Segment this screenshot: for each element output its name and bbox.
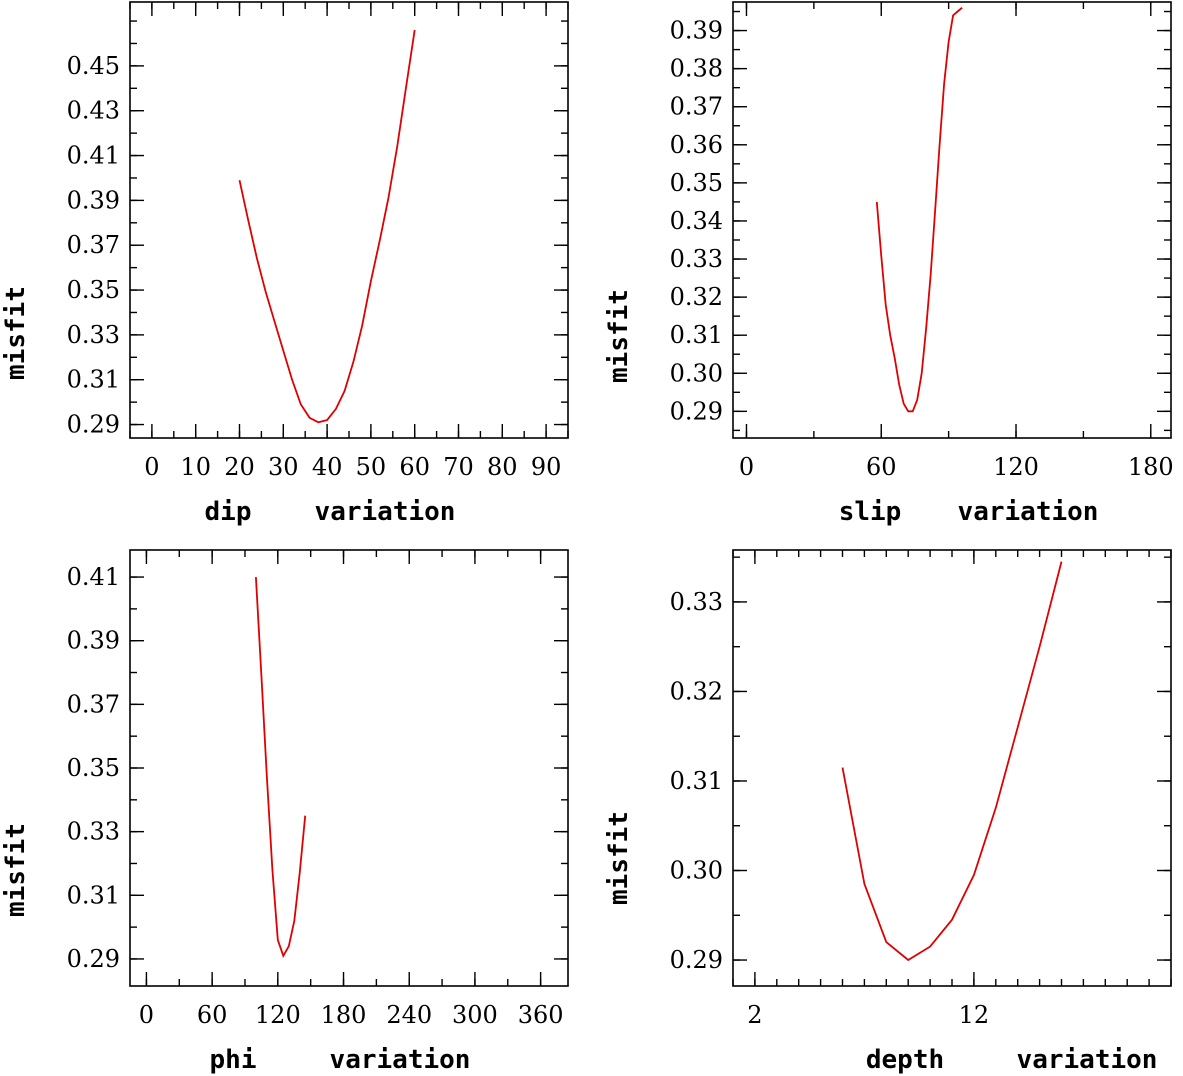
dip-y-tick-label: 0.41: [67, 142, 120, 170]
slip-y-tick-label: 0.38: [670, 55, 723, 83]
phi-y-tick-label: 0.33: [67, 818, 120, 846]
phi-x-tick-label: 180: [321, 1001, 367, 1029]
dip-y-tick-label: 0.45: [67, 52, 120, 80]
dip-x-tick-label: 0: [144, 453, 159, 481]
slip-plot-frame: [732, 1, 1172, 439]
slip-y-tick-label: 0.33: [670, 245, 723, 273]
slip-y-tick-label: 0.29: [670, 397, 723, 425]
slip-y-tick-label: 0.36: [670, 131, 723, 159]
depth-y-tick-label: 0.29: [670, 946, 723, 974]
dip-x-tick-label: 50: [356, 453, 387, 481]
slip-y-tick-label: 0.37: [670, 93, 723, 121]
dip-x-axis-label-word: variation: [315, 497, 456, 527]
slip-y-tick-label: 0.30: [670, 359, 723, 387]
phi-y-axis-label: misfit: [1, 823, 31, 917]
dip-x-tick-label: 30: [268, 453, 299, 481]
slip-y-tick-label: 0.34: [670, 207, 723, 235]
depth-panel: 2 12 0.29 0.30 0.31 0.32 0.33 depth variation mis…: [604, 549, 1172, 1075]
dip-y-tick-label: 0.29: [67, 411, 120, 439]
phi-x-axis-label-quantity: phi: [210, 1045, 257, 1075]
depth-x-tick-label: 2: [747, 1001, 762, 1029]
dip-y-tick-label: 0.33: [67, 321, 120, 349]
depth-x-axis-label-word: variation: [1017, 1045, 1158, 1075]
phi-y-tick-label: 0.41: [67, 563, 120, 591]
phi-y-tick-label: 0.31: [67, 881, 120, 909]
dip-y-tick-label: 0.39: [67, 186, 120, 214]
slip-y-tick-label: 0.39: [670, 17, 723, 45]
phi-x-tick-label: 360: [518, 1001, 564, 1029]
depth-y-tick-label: 0.30: [670, 857, 723, 885]
phi-misfit-line: [255, 577, 307, 958]
dip-y-tick-label: 0.43: [67, 97, 120, 125]
depth-y-tick-label: 0.31: [670, 767, 723, 795]
slip-x-tick-label: 180: [1128, 453, 1174, 481]
phi-panel: 0 60 120 180 240 300 360 0.29 0.31 0.33 0.35 0.37 0.…: [1, 549, 569, 1075]
slip-panel: 0 60 120 180 0.29 0.30 0.31 0.32 0.33 0.34 0.35 0.3…: [604, 1, 1174, 527]
phi-x-tick-label: 120: [255, 1001, 301, 1029]
slip-misfit-line: [875, 7, 963, 413]
phi-x-tick-label: 0: [139, 1001, 154, 1029]
depth-y-tick-label: 0.32: [670, 677, 723, 705]
phi-y-tick-label: 0.29: [67, 945, 120, 973]
phi-x-tick-label: 60: [197, 1001, 228, 1029]
dip-panel: 0 10 20 30 40 50 60 70 80 90 0.29 0.31 0.33 0.35 0.37 0…: [1, 1, 569, 527]
phi-y-tick-label: 0.39: [67, 627, 120, 655]
dip-x-tick-label: 80: [487, 453, 518, 481]
dip-x-tick-label: 70: [443, 453, 474, 481]
slip-y-axis-label: misfit: [604, 289, 634, 383]
dip-x-tick-label: 40: [312, 453, 343, 481]
dip-x-tick-label: 20: [224, 453, 255, 481]
dip-x-tick-label: 60: [399, 453, 430, 481]
dip-y-tick-label: 0.37: [67, 231, 120, 259]
depth-x-tick-label: 12: [959, 1001, 990, 1029]
phi-plot-frame: [129, 549, 569, 987]
phi-x-tick-label: 240: [386, 1001, 432, 1029]
dip-x-tick-label: 10: [180, 453, 211, 481]
dip-x-axis-label-quantity: dip: [205, 497, 252, 527]
depth-y-axis-label: misfit: [604, 811, 634, 905]
dip-x-tick-label: 90: [531, 453, 562, 481]
slip-x-tick-label: 0: [739, 453, 754, 481]
phi-y-tick-label: 0.37: [67, 690, 120, 718]
slip-y-tick-label: 0.35: [670, 169, 723, 197]
slip-y-tick-label: 0.32: [670, 283, 723, 311]
slip-x-axis-label-quantity: slip: [839, 497, 902, 527]
depth-y-tick-label: 0.33: [670, 588, 723, 616]
slip-x-tick-label: 120: [993, 453, 1039, 481]
slip-x-tick-label: 60: [866, 453, 897, 481]
depth-x-axis-label-quantity: depth: [866, 1045, 944, 1075]
dip-y-tick-label: 0.31: [67, 366, 120, 394]
dip-y-axis-label: misfit: [1, 286, 31, 380]
slip-y-tick-label: 0.31: [670, 321, 723, 349]
phi-y-tick-label: 0.35: [67, 754, 120, 782]
phi-x-axis-label-word: variation: [330, 1045, 471, 1075]
slip-x-axis-label-word: variation: [958, 497, 1099, 527]
dip-misfit-line: [238, 29, 416, 424]
depth-misfit-line: [841, 561, 1063, 962]
dip-plot-frame: [129, 1, 569, 439]
phi-x-tick-label: 300: [452, 1001, 498, 1029]
dip-y-tick-label: 0.35: [67, 276, 120, 304]
